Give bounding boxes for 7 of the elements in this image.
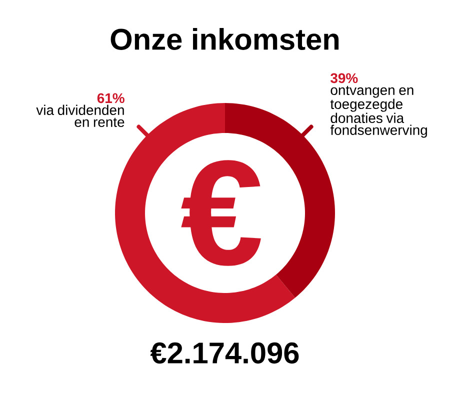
data-label: 39%	[330, 73, 358, 84]
text: €2.174.096	[150, 342, 299, 364]
slice-label: ontvangen en toegezegde donaties via fondsenwerving	[330, 86, 427, 138]
text: €	[181, 160, 261, 266]
data-label: 61%	[97, 93, 124, 104]
chart-title: Onze inkomsten	[110, 28, 339, 50]
slice-label: via dividenden en rente	[36, 104, 124, 127]
